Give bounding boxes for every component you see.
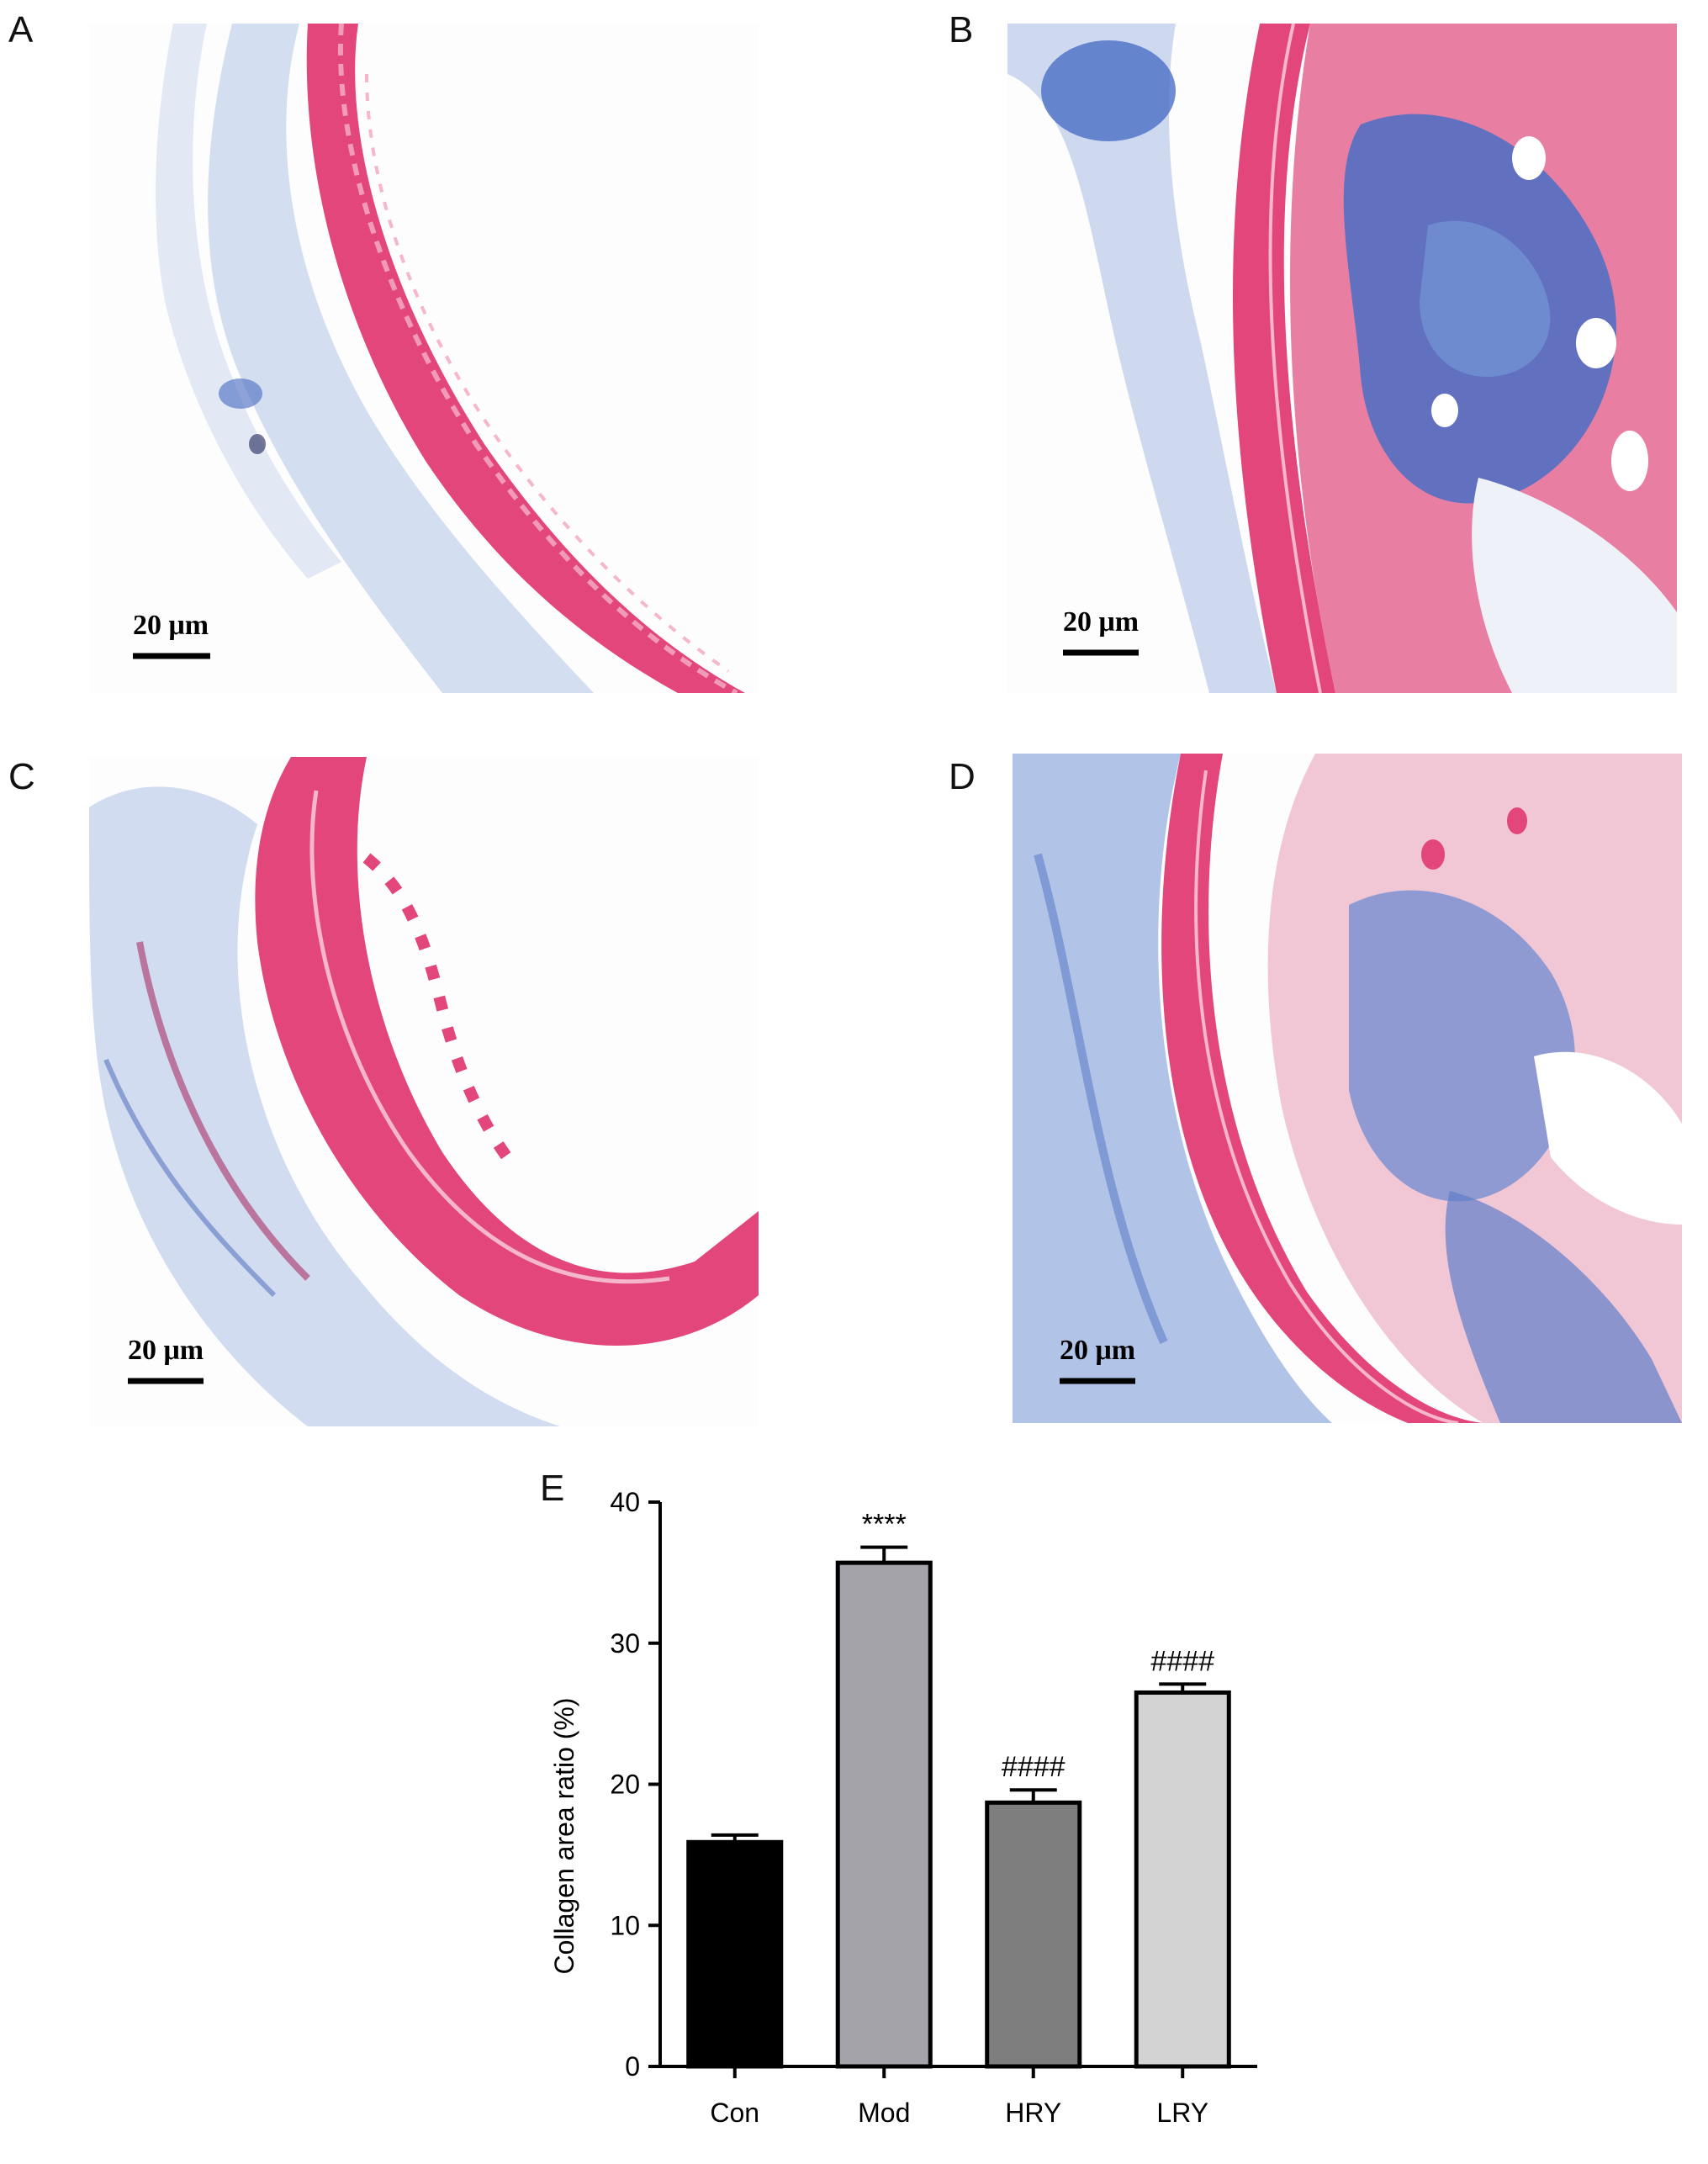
micrograph-b: 20 μm (1007, 24, 1677, 693)
x-tick-label-lry: LRY (1156, 2098, 1208, 2128)
y-tick-label: 30 (610, 1628, 640, 1659)
y-axis-title: Collagen area ratio (%) (549, 1697, 579, 1974)
scalebar-label-c: 20 μm (128, 1335, 204, 1366)
significance-label-mod: **** (862, 1509, 907, 1541)
panel-label-e: E (540, 1468, 565, 1509)
micrograph-d-image: 20 μm (1013, 754, 1682, 1423)
panel-label-b: B (949, 9, 974, 50)
y-tick-label: 40 (610, 1487, 640, 1517)
micrograph-d: 20 μm (1013, 754, 1682, 1423)
panel-label-a: A (8, 9, 34, 50)
micrograph-c: 20 μm (89, 757, 759, 1426)
y-tick-label: 0 (625, 2051, 640, 2082)
bar-con (686, 1839, 784, 2069)
x-tick-label-con: Con (710, 2098, 759, 2128)
panel-label-d: D (949, 756, 976, 797)
significance-label-hry: #### (1002, 1751, 1066, 1783)
bar-hry (985, 1800, 1082, 2069)
x-tick-label-mod: Mod (858, 2098, 910, 2128)
panel-label-c: C (8, 756, 35, 797)
micrograph-c-image: 20 μm (89, 757, 759, 1426)
axes-layer: 0 10 20 30 40 Con Mod HRY LRY (610, 1487, 1257, 2128)
x-tick-label-hry: HRY (1005, 2098, 1061, 2128)
y-tick-label: 20 (610, 1770, 640, 1800)
micrograph-b-image: 20 μm (1007, 24, 1677, 693)
micrograph-a: 20 μm (89, 24, 759, 693)
scalebar-label-d: 20 μm (1060, 1335, 1135, 1366)
significance-label-lry: #### (1150, 1645, 1214, 1677)
scalebar-label-b: 20 μm (1063, 606, 1139, 638)
bars-layer: **** #### #### (686, 1509, 1231, 2069)
bar-lry (1134, 1690, 1231, 2069)
micrograph-a-image: 20 μm (89, 24, 759, 693)
bar-mod (835, 1560, 933, 2069)
collagen-bar-chart: **** #### #### 0 10 20 30 40 Con Mod HRY LRY Colla… (549, 1487, 1257, 2128)
scalebar-label-a: 20 μm (133, 610, 209, 641)
y-tick-label: 10 (610, 1910, 640, 1940)
